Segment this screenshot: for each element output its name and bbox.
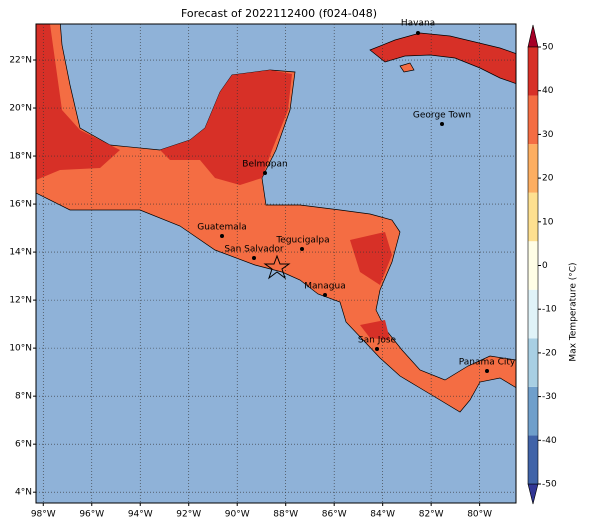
colorbar-segment (528, 192, 538, 242)
y-tick-label: 16°N (9, 200, 32, 210)
x-tick-label: 92°W (176, 510, 201, 520)
colorbar-tick-label: -50 (542, 480, 557, 490)
city-marker (263, 171, 267, 175)
city-label: Havana (401, 19, 435, 29)
x-tick-label: 84°W (370, 510, 395, 520)
colorbar-tick-label: 0 (542, 261, 548, 271)
colorbar-extend (527, 483, 539, 505)
colorbar-tick-label: 40 (542, 86, 554, 96)
isle (399, 62, 415, 73)
y-tick-label: 6°N (15, 440, 32, 450)
colorbar-tick-label: 50 (542, 43, 554, 53)
city-label: George Town (413, 111, 471, 121)
colorbar-segment (528, 144, 538, 193)
hot-region (350, 232, 392, 285)
colorbar-segment (528, 95, 538, 145)
colorbar-tick-label: 30 (542, 130, 554, 140)
y-tick-label: 14°N (9, 248, 32, 258)
x-tick-label: 80°W (467, 510, 492, 520)
city-marker (220, 234, 224, 238)
colorbar-tick-label: -30 (542, 392, 557, 402)
map-title: Forecast of 2022112400 (f024-048) (181, 7, 377, 20)
hot-region (36, 24, 120, 180)
city-marker (416, 31, 420, 35)
y-tick-label: 22°N (9, 56, 32, 66)
y-tick-label: 12°N (9, 296, 32, 306)
y-tick-label: 10°N (9, 344, 32, 354)
colorbar-label: Max Temperature (°C) (569, 262, 579, 361)
colorbar-segment (528, 386, 538, 436)
star-marker (263, 254, 291, 280)
x-tick-label: 82°W (419, 510, 444, 520)
colorbar-segment (528, 47, 538, 96)
y-tick-label: 4°N (15, 488, 32, 498)
x-tick-label: 96°W (79, 510, 104, 520)
colorbar-extend (527, 24, 539, 48)
y-tick-label: 18°N (9, 152, 32, 162)
city-label: Tegucigalpa (275, 236, 329, 246)
colorbar-tick-label: -10 (542, 305, 557, 315)
city-marker (300, 247, 304, 251)
city-marker (485, 369, 489, 373)
city-label: Managua (304, 282, 345, 292)
city-label: San Jose (358, 336, 397, 346)
city-label: Guatemala (197, 223, 247, 233)
y-tick-label: 8°N (15, 392, 32, 402)
colorbar-tick-label: 20 (542, 174, 554, 184)
city-label: Panama City (459, 358, 516, 368)
colorbar-segment (528, 289, 538, 339)
colorbar-tick-label: -20 (542, 348, 557, 358)
x-tick-label: 86°W (322, 510, 347, 520)
colorbar-segment (528, 241, 538, 290)
colorbar-segment (528, 435, 538, 484)
x-tick-label: 94°W (128, 510, 153, 520)
city-label: Belmopan (242, 160, 287, 170)
colorbar-tick-label: -40 (542, 436, 557, 446)
x-tick-label: 90°W (225, 510, 250, 520)
city-marker (375, 347, 379, 351)
city-marker (440, 122, 444, 126)
map-frame (35, 23, 517, 504)
colorbar-segment (528, 338, 538, 387)
city-label: San Salvador (224, 245, 284, 255)
x-tick-label: 88°W (273, 510, 298, 520)
city-marker (323, 293, 327, 297)
colorbar-tick-label: 10 (542, 217, 554, 227)
y-tick-label: 20°N (9, 104, 32, 114)
city-marker (252, 256, 256, 260)
x-tick-label: 98°W (31, 510, 56, 520)
